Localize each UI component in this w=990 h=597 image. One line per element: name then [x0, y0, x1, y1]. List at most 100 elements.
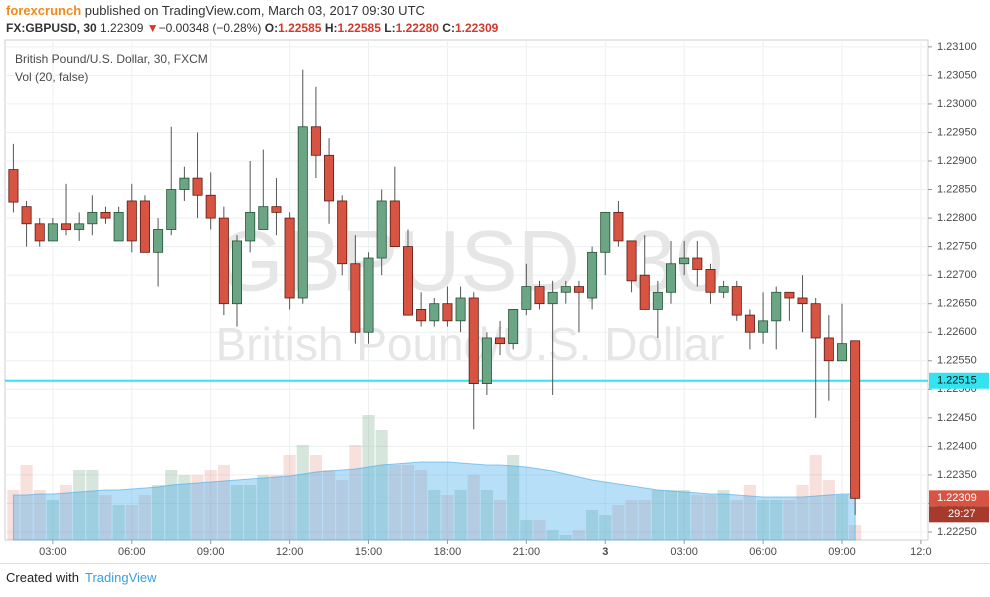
candle-body [376, 200, 387, 259]
arrow: ▼ [146, 21, 159, 35]
volume-bar [415, 470, 428, 540]
h: 1.22585 [337, 21, 381, 35]
brand[interactable]: TradingView [84, 570, 157, 585]
volume-bar [20, 465, 33, 540]
volume-ma [12, 461, 856, 541]
volume-bar [586, 510, 599, 540]
candle-body [495, 337, 506, 345]
o-label: O: [264, 21, 279, 35]
candle-body [810, 303, 821, 339]
candle-body [771, 291, 782, 322]
volume-bar [217, 465, 230, 540]
volume-bar [796, 485, 809, 540]
c-label: C: [442, 21, 455, 35]
volume-bar [46, 500, 59, 540]
volume-bar [191, 475, 204, 540]
publisher[interactable]: forexcrunch [6, 3, 82, 18]
volume-bar [152, 485, 165, 540]
y-tick-label: 1.22750 [937, 241, 977, 253]
candle-body [639, 274, 650, 310]
l-label: L: [384, 21, 396, 35]
y-tick-label: 1.22700 [937, 269, 977, 281]
candle-body [271, 206, 282, 213]
indicator-label: Vol (20, false) [15, 70, 88, 84]
candle-body [481, 337, 492, 385]
volume-bar [507, 455, 520, 540]
candle-body [245, 211, 256, 242]
chart: GBPUSD, 30 British Pound/U.S. Dollar Bri… [4, 39, 989, 558]
x-tick-label: 03:00 [670, 546, 698, 558]
y-tick-label: 1.22450 [937, 412, 977, 424]
price-line-tag [929, 372, 989, 389]
volume-bar [691, 495, 704, 540]
volume-bar [59, 485, 73, 540]
volume-bar [138, 495, 152, 540]
candle-body [153, 229, 164, 253]
candle-body [429, 303, 440, 322]
x-tick-label: 18:00 [434, 546, 462, 558]
volume-bar [99, 495, 112, 540]
volume-bar [572, 530, 586, 540]
volume-bar [651, 490, 664, 540]
candle-body [61, 223, 72, 230]
last-price-tag [929, 490, 989, 507]
volume-bar [296, 445, 309, 540]
volume-bar [638, 500, 651, 540]
candle-body [692, 257, 703, 270]
volume-bar [336, 480, 349, 540]
created: Created with [6, 570, 79, 585]
candle-body [442, 303, 453, 322]
candle-body [416, 309, 427, 322]
volume-bar [244, 485, 257, 540]
y-tick-label: 1.22900 [937, 155, 977, 167]
volume-bar [86, 470, 99, 540]
candle-body [205, 194, 216, 219]
y-tick-label: 1.22400 [937, 440, 977, 452]
y-tick-label: 1.22650 [937, 298, 977, 310]
candle-body [521, 286, 532, 310]
volume-bar [388, 465, 401, 540]
volume-bar [743, 485, 756, 540]
volume-bar [112, 505, 125, 540]
volume-bar [454, 490, 467, 540]
candle-body [166, 189, 177, 230]
volume-bar [165, 470, 178, 540]
chart-title: British Pound/U.S. Dollar, 30, FXCM [15, 52, 208, 66]
candle-body [600, 211, 611, 253]
published: published on TradingView.com, March 03, … [84, 3, 425, 18]
volume-bar [467, 475, 480, 540]
volume-bar [612, 505, 625, 540]
candle-body [47, 223, 58, 242]
candle-body [126, 200, 137, 242]
candle-body [87, 211, 98, 225]
candle-body [613, 211, 624, 242]
volume-bar [375, 430, 388, 540]
candle-body [139, 200, 150, 253]
volume-bar [783, 500, 796, 540]
c: 1.22309 [454, 21, 499, 35]
x-tick-label: 15:00 [355, 546, 383, 558]
y-tick-label: 1.22550 [937, 355, 977, 367]
volume-bar [125, 505, 138, 540]
volume-bar [73, 470, 86, 540]
volume-bar [546, 530, 559, 540]
volume-bar [322, 470, 336, 540]
candle-body [652, 291, 663, 310]
header-line: forexcrunch published on TradingView.com… [6, 3, 425, 18]
volume-bar [756, 500, 770, 540]
volume-bar [401, 465, 415, 540]
candle-body [731, 286, 742, 316]
candle-body [324, 154, 335, 202]
candle-body [823, 337, 834, 362]
candle-body [587, 251, 598, 299]
candle-body [468, 297, 479, 385]
candle-body [218, 217, 229, 305]
candle-body [258, 206, 269, 230]
candle-body [626, 240, 637, 282]
x-tick-label: 3 [602, 546, 608, 558]
candle-body [784, 291, 795, 299]
candle-body [402, 246, 413, 316]
volume-bar [230, 485, 244, 540]
candle-body [284, 217, 295, 299]
